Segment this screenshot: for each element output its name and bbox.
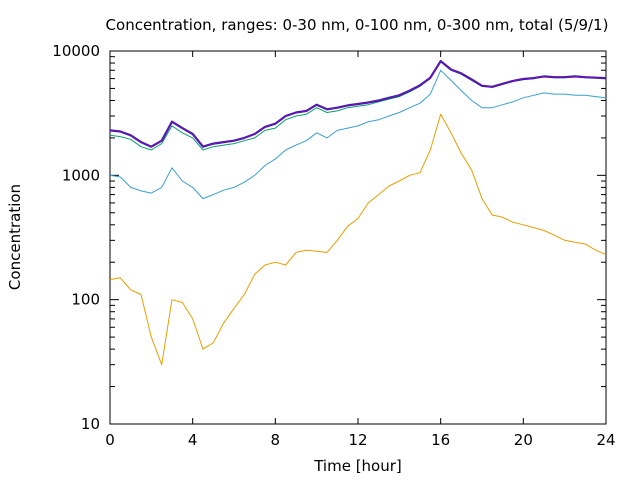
chart-title: Concentration, ranges: 0-30 nm, 0-100 nm… [106, 16, 609, 34]
x-tick-label: 8 [271, 431, 281, 449]
y-tick-label: 1000 [62, 166, 100, 184]
series-line-0-30-nm [109, 113, 607, 366]
y-tick-label: 100 [71, 291, 100, 309]
series-line-total [109, 60, 607, 148]
series-line-0-300-nm [109, 61, 607, 151]
x-tick-label: 12 [348, 431, 367, 449]
series-layer [109, 59, 607, 366]
plot-border [109, 50, 607, 425]
x-axis-label: Time [hour] [313, 457, 402, 475]
x-tick-label: 20 [514, 431, 533, 449]
x-tick-label: 4 [188, 431, 198, 449]
series-line-0-100-nm [109, 69, 607, 200]
x-tick-label: 16 [431, 431, 450, 449]
plot-frame [109, 50, 607, 425]
x-tick-label: 0 [105, 431, 115, 449]
axis-ticks: 0 4 8 12 16 20 24 10 100 1000 10000 [52, 42, 615, 449]
y-tick-label: 10000 [52, 42, 100, 60]
y-tick-label: 10 [81, 415, 100, 433]
x-tick-label: 24 [596, 431, 615, 449]
y-axis-label: Concentration [6, 184, 24, 290]
